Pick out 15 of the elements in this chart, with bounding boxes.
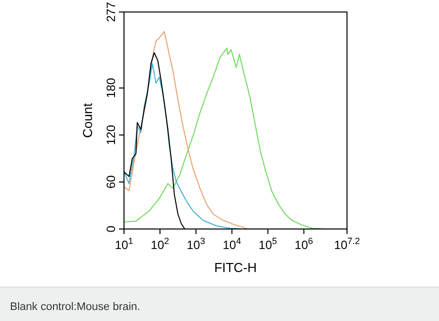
x-tick-label: 10$^{7.2}$ — [334, 236, 360, 252]
x-tick-label: 10$^{4}$ — [222, 236, 242, 252]
x-tick-label: 10$^{6}$ — [294, 236, 314, 252]
text: Blank control:Mouse brain. — [10, 301, 140, 313]
y-tick-label: 0 — [104, 225, 118, 232]
y-axis-title: Count — [80, 102, 95, 138]
y-tick-label: 60 — [104, 175, 118, 189]
x-tick-label: 10$^{3}$ — [186, 236, 206, 252]
x-tick-label: 10$^{2}$ — [150, 236, 170, 252]
y-tick-label: 180 — [104, 78, 118, 98]
y-tick-label: 277 — [104, 2, 118, 22]
y-tick-label: 120 — [104, 124, 118, 146]
x-axis-title: FITC-H — [214, 260, 257, 275]
x-tick-label: 10$^{5}$ — [258, 236, 278, 252]
x-tick-label: 10$^{1}$ — [114, 236, 134, 252]
